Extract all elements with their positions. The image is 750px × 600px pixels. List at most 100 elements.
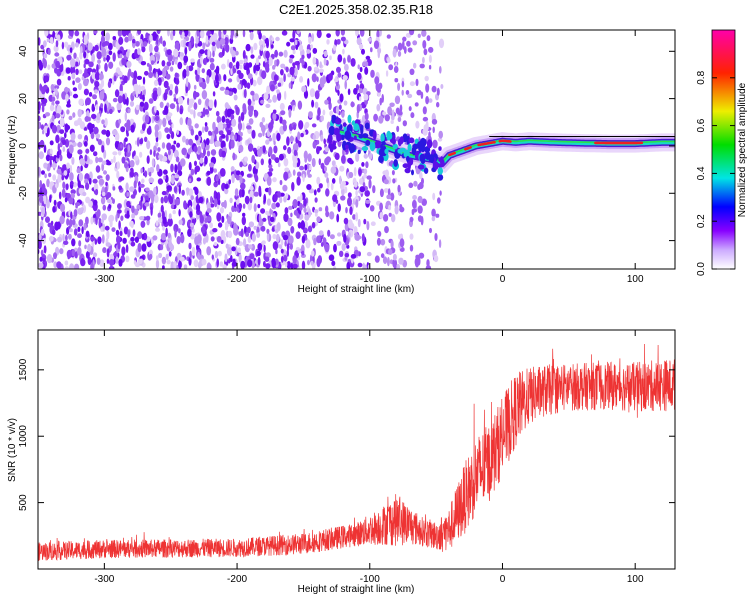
spectrogram-noise-blob: [409, 216, 414, 223]
signal-hot-segment: [498, 139, 512, 143]
spectrogram-noise-blob: [156, 164, 160, 173]
spectrogram-x-tick-label: 0: [500, 274, 506, 285]
spectrogram-noise-blob: [107, 80, 112, 88]
spectrogram-noise-blob: [391, 170, 395, 176]
spectrogram-noise-blob: [356, 104, 360, 114]
spectrogram-noise-blob: [211, 44, 216, 53]
spectrogram-noise-blob: [301, 250, 305, 256]
spectrogram-noise-blob: [72, 87, 78, 92]
spectrogram-noise-blob: [104, 186, 108, 195]
spectrogram-noise-blob: [330, 166, 337, 174]
spectrogram-noise-blob: [363, 218, 367, 225]
spectrogram-noise-blob: [133, 208, 139, 216]
spectrogram-noise-blob: [422, 116, 429, 122]
spectrogram-x-tick-label: -100: [360, 274, 380, 285]
spectrogram-noise-blob: [100, 218, 104, 224]
spectrogram-noise-blob: [306, 184, 312, 190]
spectrogram-noise-blob: [333, 44, 337, 51]
spectrogram-noise-blob: [91, 106, 96, 112]
spectrogram-noise-blob: [432, 126, 435, 133]
spectrogram-noise-blob: [71, 219, 76, 226]
spectrogram-noise-blob: [189, 109, 194, 115]
spectrogram-noise-blob: [328, 73, 333, 81]
spectrogram-noise-blob: [326, 177, 329, 184]
spectrogram-noise-blob: [141, 178, 145, 184]
spectrogram-noise-blob: [117, 209, 122, 214]
spectrogram-noise-blob: [85, 148, 90, 154]
spectrogram-noise-blob: [402, 36, 407, 42]
spectrogram-noise-blob: [153, 150, 156, 157]
spectrogram-noise-blob: [65, 234, 68, 242]
spectrogram-noise-blob: [329, 234, 335, 240]
spectrogram-noise-blob: [272, 241, 279, 251]
spectrogram-noise-blob: [189, 98, 195, 104]
spectrogram-noise-blob: [47, 48, 51, 56]
spectrogram-noise-blob: [103, 170, 107, 175]
spectrogram-noise-blob: [38, 101, 41, 111]
spectrogram-noise-blob: [80, 258, 86, 267]
spectrogram-noise-blob: [336, 66, 341, 73]
spectrogram-noise-blob: [222, 47, 225, 57]
spectrogram-noise-blob: [140, 195, 143, 202]
spectrogram-noise-blob: [247, 73, 253, 80]
spectrogram-noise-blob: [63, 170, 68, 176]
spectrogram-noise-blob: [84, 116, 90, 122]
spectrogram-noise-blob: [79, 51, 83, 60]
spectrogram-noise-blob: [62, 181, 66, 189]
spectrogram-noise-blob: [157, 70, 163, 76]
spectrogram-noise-blob: [78, 69, 83, 74]
spectrogram-noise-blob: [135, 40, 140, 47]
spectrogram-noise-blob: [38, 166, 41, 176]
spectrogram-noise-blob: [101, 234, 105, 244]
spectrogram-noise-blob: [64, 132, 67, 139]
spectrogram-noise-blob: [257, 204, 261, 209]
spectrogram-noise-blob: [303, 150, 308, 160]
spectrogram-noise-blob: [377, 51, 380, 59]
spectrogram-noise-blob: [343, 217, 349, 225]
spectrogram-noise-blob: [377, 230, 382, 237]
spectrogram-noise-blob: [372, 185, 376, 194]
spectrogram-noise-blob: [139, 151, 143, 158]
spectrogram-noise-blob: [258, 185, 262, 195]
spectrogram-noise-blob: [57, 143, 60, 152]
snr-x-tick-label: -300: [94, 574, 114, 585]
spectrogram-noise-blob: [188, 41, 192, 52]
spectrogram-noise-blob: [347, 88, 351, 96]
spectrogram-noise-blob: [38, 59, 42, 67]
spectrogram-noise-blob: [231, 205, 235, 213]
spectrogram-noise-blob: [225, 134, 229, 142]
spectrogram-noise-blob: [230, 66, 233, 76]
spectrogram-noise-blob: [362, 264, 367, 269]
spectrogram-noise-blob: [121, 156, 126, 164]
spectrogram-noise-blob: [174, 229, 177, 238]
spectrogram-noise-blob: [199, 215, 204, 224]
spectrogram-noise-blob: [294, 39, 298, 46]
spectrogram-noise-blob: [337, 232, 342, 237]
spectrogram-noise-blob: [84, 154, 88, 162]
spectrogram-noise-blob: [308, 208, 312, 218]
spectrogram-noise-blob: [70, 65, 76, 75]
spectrogram-noise-blob: [275, 202, 280, 208]
signal-blob: [357, 149, 361, 155]
spectrogram-noise-blob: [394, 205, 399, 215]
spectrogram-noise-blob: [380, 238, 386, 246]
spectrogram-noise-blob: [49, 36, 54, 44]
spectrogram-noise-blob: [49, 148, 53, 155]
spectrogram-noise-blob: [56, 78, 62, 86]
spectrogram-noise-blob: [138, 84, 142, 95]
spectrogram-noise-blob: [262, 127, 265, 137]
spectrogram-noise-blob: [425, 96, 429, 105]
spectrogram-noise-blob: [77, 134, 83, 140]
spectrogram-noise-blob: [432, 192, 436, 201]
spectrogram-noise-blob: [175, 78, 180, 85]
spectrogram-noise-blob: [238, 144, 244, 153]
spectrogram-noise-blob: [139, 138, 144, 145]
spectrogram-noise-blob: [86, 67, 93, 73]
signal-blob: [391, 137, 396, 145]
spectrogram-noise-blob: [374, 76, 380, 85]
spectrogram-noise-blob: [221, 115, 226, 123]
spectrogram-noise-blob: [307, 78, 310, 87]
spectrogram-noise-blob: [414, 102, 419, 107]
spectrogram-noise-blob: [288, 235, 294, 245]
